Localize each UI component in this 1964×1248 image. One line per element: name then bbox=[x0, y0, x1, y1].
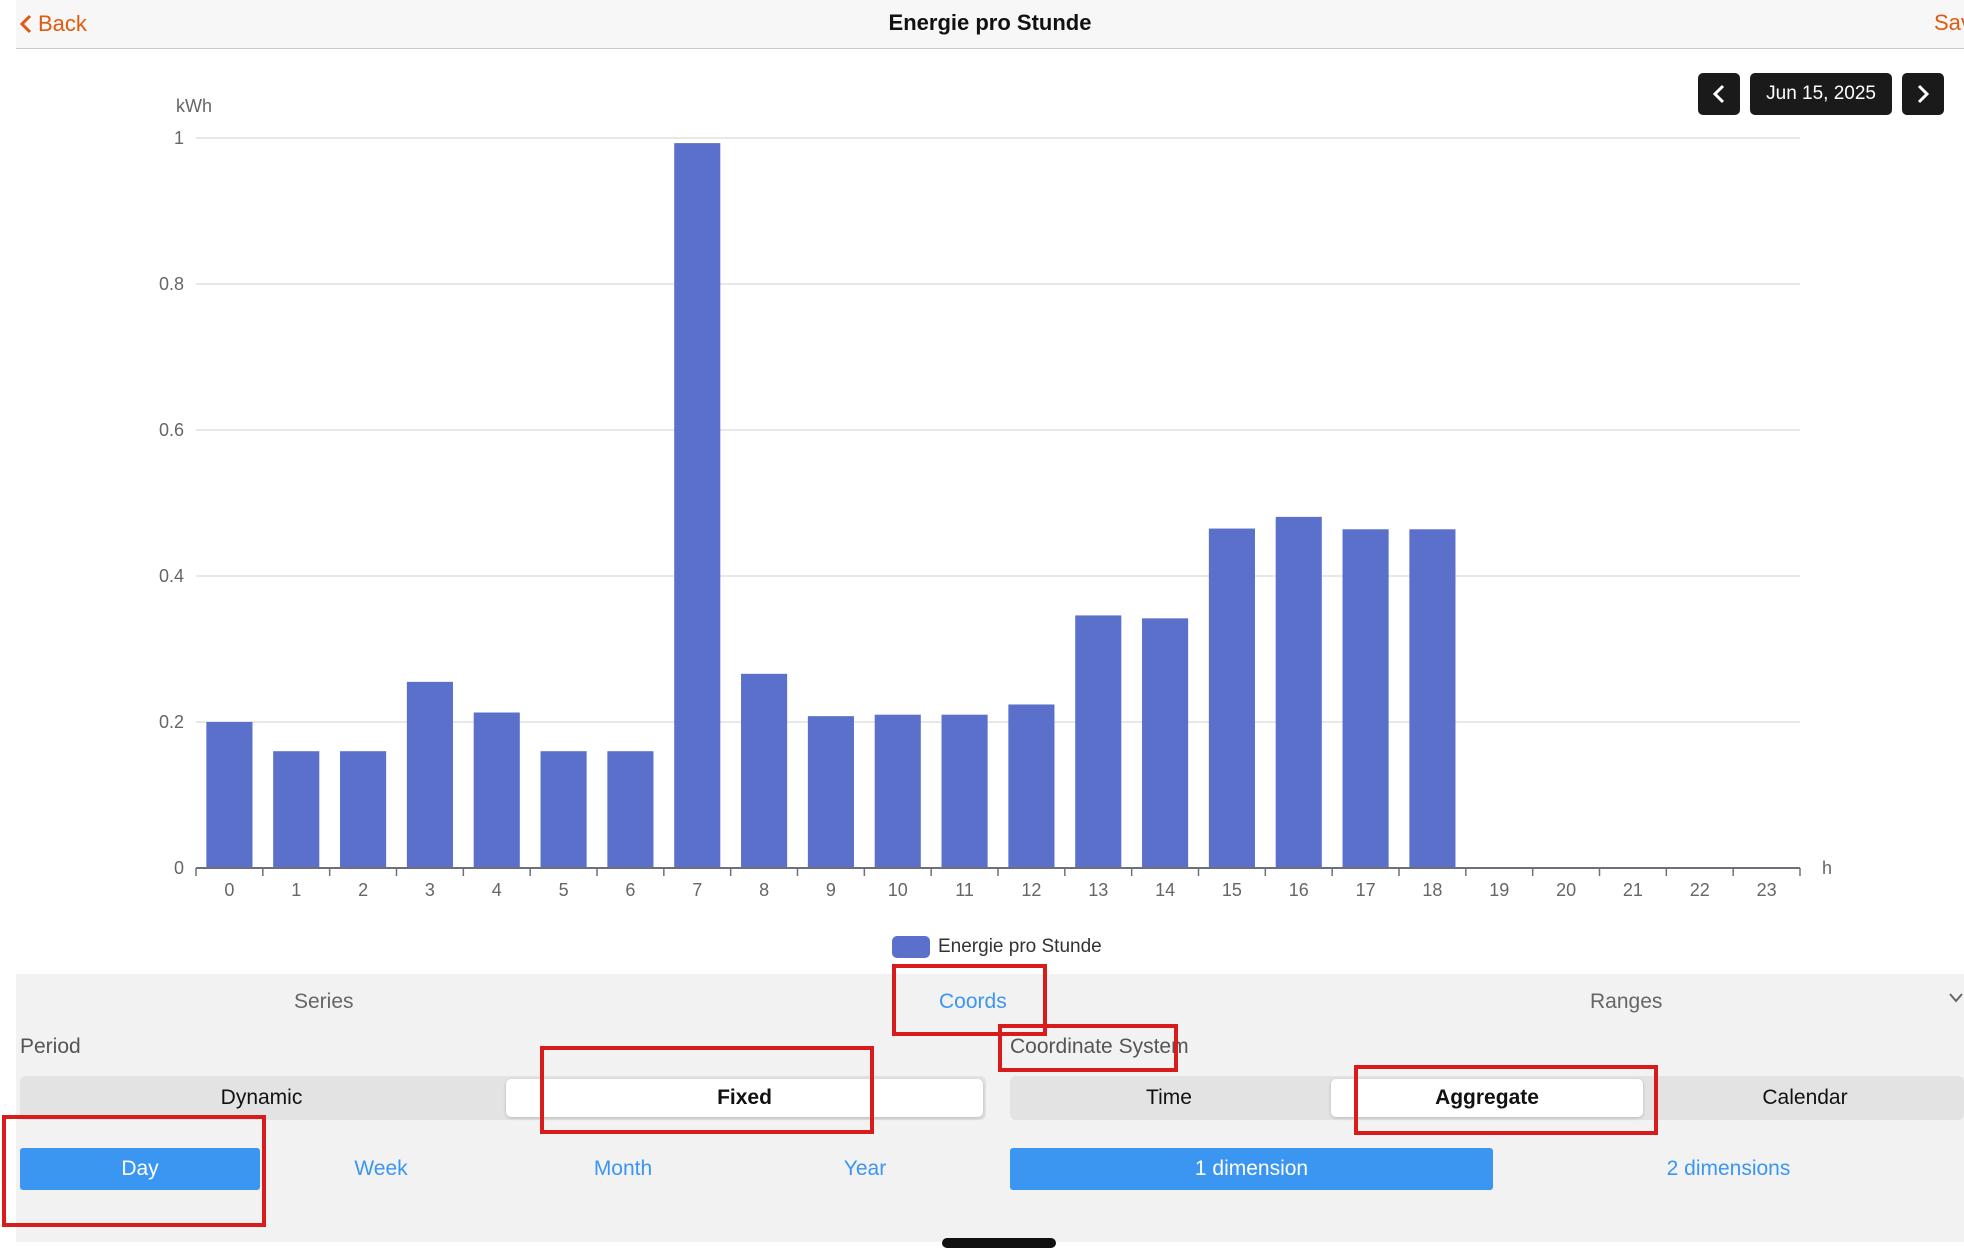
bar bbox=[1075, 615, 1122, 868]
chevron-down-icon[interactable] bbox=[1948, 992, 1964, 1004]
x-tick-label: 22 bbox=[1690, 880, 1710, 900]
y-tick-label: 1 bbox=[174, 128, 184, 148]
period-mode-control: Dynamic Fixed bbox=[20, 1076, 986, 1120]
coordinate-type-control: Time Aggregate Calendar bbox=[1010, 1076, 1964, 1120]
nav-bar: Back Energie pro Stunde Save bbox=[16, 0, 1964, 49]
x-tick-label: 23 bbox=[1757, 880, 1777, 900]
range-year-option[interactable]: Year bbox=[843, 1157, 887, 1180]
x-tick-label: 9 bbox=[826, 880, 836, 900]
x-tick-label: 7 bbox=[692, 880, 702, 900]
back-button[interactable]: Back bbox=[20, 9, 87, 39]
chevron-right-icon bbox=[1917, 84, 1930, 104]
tab-ranges[interactable]: Ranges bbox=[1590, 990, 1663, 1013]
x-tick-label: 0 bbox=[224, 880, 234, 900]
x-tick-label: 20 bbox=[1556, 880, 1576, 900]
x-tick-label: 15 bbox=[1222, 880, 1242, 900]
x-tick-label: 1 bbox=[291, 880, 301, 900]
coord-aggregate-option[interactable]: Aggregate bbox=[1331, 1079, 1643, 1117]
bar bbox=[340, 751, 387, 868]
date-selector[interactable]: Jun 15, 2025 bbox=[1750, 73, 1892, 115]
y-tick-label: 0 bbox=[174, 858, 184, 878]
bar bbox=[607, 751, 654, 868]
x-tick-label: 14 bbox=[1155, 880, 1175, 900]
x-axis-unit-label: h bbox=[1822, 858, 1832, 878]
x-tick-label: 13 bbox=[1088, 880, 1108, 900]
y-tick-label: 0.6 bbox=[159, 420, 184, 440]
page-title: Energie pro Stunde bbox=[888, 10, 1092, 35]
x-tick-label: 4 bbox=[492, 880, 502, 900]
settings-tabs: Series Coords Ranges bbox=[16, 974, 1964, 1030]
x-tick-label: 21 bbox=[1623, 880, 1643, 900]
x-tick-label: 3 bbox=[425, 880, 435, 900]
period-dynamic-option[interactable]: Dynamic bbox=[220, 1086, 303, 1109]
range-week-option[interactable]: Week bbox=[354, 1157, 408, 1180]
settings-panel: Period Coordinate System Dynamic Fixed T… bbox=[16, 1030, 1964, 1242]
bar bbox=[473, 712, 520, 868]
dimension-1-option[interactable]: 1 dimension bbox=[1010, 1148, 1493, 1190]
coord-calendar-option[interactable]: Calendar bbox=[1762, 1086, 1848, 1109]
range-month-option[interactable]: Month bbox=[593, 1157, 653, 1180]
x-tick-label: 16 bbox=[1289, 880, 1309, 900]
bar bbox=[741, 673, 788, 868]
legend-label: Energie pro Stunde bbox=[938, 936, 1102, 957]
dimension-control: 1 dimension 2 dimensions bbox=[1010, 1148, 1964, 1190]
y-axis-unit-label: kWh bbox=[176, 96, 212, 116]
bar bbox=[406, 681, 453, 868]
period-fixed-option[interactable]: Fixed bbox=[506, 1079, 983, 1117]
bar bbox=[674, 143, 721, 869]
x-tick-label: 6 bbox=[625, 880, 635, 900]
bar bbox=[1142, 618, 1189, 868]
coord-time-option[interactable]: Time bbox=[1146, 1086, 1192, 1109]
bar bbox=[807, 716, 854, 868]
bar bbox=[1342, 529, 1389, 868]
x-tick-label: 19 bbox=[1489, 880, 1509, 900]
period-range-control: Day Week Month Year bbox=[20, 1148, 986, 1190]
bar bbox=[1275, 516, 1322, 868]
tab-series[interactable]: Series bbox=[294, 990, 354, 1013]
home-indicator bbox=[942, 1238, 1056, 1248]
back-label: Back bbox=[38, 11, 87, 36]
tab-coords[interactable]: Coords bbox=[939, 990, 1007, 1013]
y-tick-label: 0.4 bbox=[159, 566, 184, 586]
bar bbox=[1008, 704, 1055, 868]
x-tick-label: 2 bbox=[358, 880, 368, 900]
x-tick-label: 18 bbox=[1422, 880, 1442, 900]
chart-legend[interactable]: Energie pro Stunde bbox=[892, 936, 1102, 958]
dimension-2-option[interactable]: 2 dimensions bbox=[1666, 1157, 1791, 1180]
bar bbox=[540, 751, 587, 868]
period-label: Period bbox=[20, 1035, 81, 1058]
x-tick-label: 5 bbox=[559, 880, 569, 900]
legend-swatch bbox=[892, 936, 930, 958]
bar bbox=[874, 714, 921, 868]
coordinate-system-label: Coordinate System bbox=[1010, 1035, 1189, 1058]
x-tick-label: 17 bbox=[1356, 880, 1376, 900]
y-tick-label: 0.2 bbox=[159, 712, 184, 732]
range-day-option[interactable]: Day bbox=[20, 1148, 260, 1190]
bar bbox=[206, 722, 253, 868]
previous-date-button[interactable] bbox=[1698, 73, 1741, 115]
x-tick-label: 11 bbox=[955, 880, 974, 900]
bar bbox=[1208, 528, 1255, 868]
bar bbox=[941, 714, 988, 868]
bar bbox=[273, 751, 320, 868]
bar bbox=[1409, 529, 1456, 868]
x-tick-label: 8 bbox=[759, 880, 769, 900]
date-navigator: Jun 15, 2025 bbox=[1698, 73, 1944, 115]
x-tick-label: 12 bbox=[1021, 880, 1041, 900]
chevron-left-icon bbox=[1713, 84, 1725, 104]
x-tick-label: 10 bbox=[888, 880, 908, 900]
save-button[interactable]: Save bbox=[1934, 10, 1964, 35]
next-date-button[interactable] bbox=[1902, 73, 1944, 115]
chevron-left-icon bbox=[20, 14, 32, 34]
y-tick-label: 0.8 bbox=[159, 274, 184, 294]
